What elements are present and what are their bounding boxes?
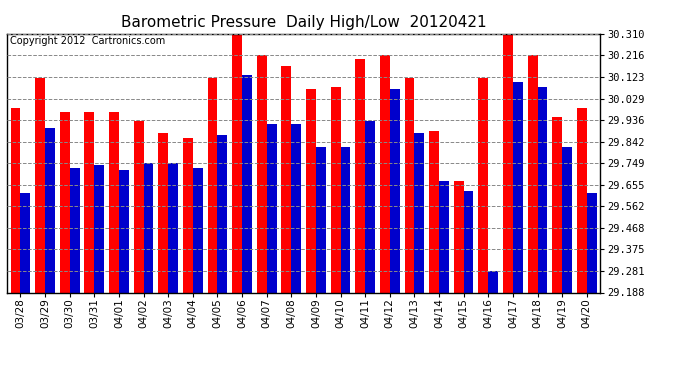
Bar [193,168,203,292]
Text: Copyright 2012  Cartronics.com: Copyright 2012 Cartronics.com [10,36,165,46]
Bar [415,133,424,292]
Bar [538,87,547,292]
Bar [562,147,572,292]
Bar [217,135,227,292]
Bar [282,66,291,292]
Bar [454,182,464,292]
Bar [341,147,351,292]
Bar [109,112,119,292]
Bar [489,271,498,292]
Bar [478,78,489,292]
Bar [168,163,178,292]
Bar [577,108,586,292]
Bar [552,117,562,292]
Bar [10,108,21,292]
Bar [355,59,365,292]
Bar [233,34,242,292]
Bar [306,89,316,292]
Bar [404,78,415,292]
Bar [513,82,523,292]
Bar [257,54,266,292]
Bar [528,54,538,292]
Bar [242,75,252,292]
Bar [316,147,326,292]
Bar [266,124,277,292]
Bar [464,190,473,292]
Bar [45,128,55,292]
Bar [70,168,79,292]
Bar [291,124,301,292]
Bar [144,163,153,292]
Bar [95,165,104,292]
Bar [60,112,70,292]
Bar [35,78,45,292]
Bar [183,138,193,292]
Bar [208,78,217,292]
Bar [331,87,341,292]
Bar [119,170,129,292]
Bar [429,130,439,292]
Bar [84,112,95,292]
Bar [439,182,449,292]
Bar [134,122,144,292]
Bar [158,133,168,292]
Bar [390,89,400,292]
Text: Barometric Pressure  Daily High/Low  20120421: Barometric Pressure Daily High/Low 20120… [121,15,486,30]
Bar [21,193,30,292]
Bar [586,193,597,292]
Bar [365,122,375,292]
Bar [380,54,390,292]
Bar [503,24,513,293]
